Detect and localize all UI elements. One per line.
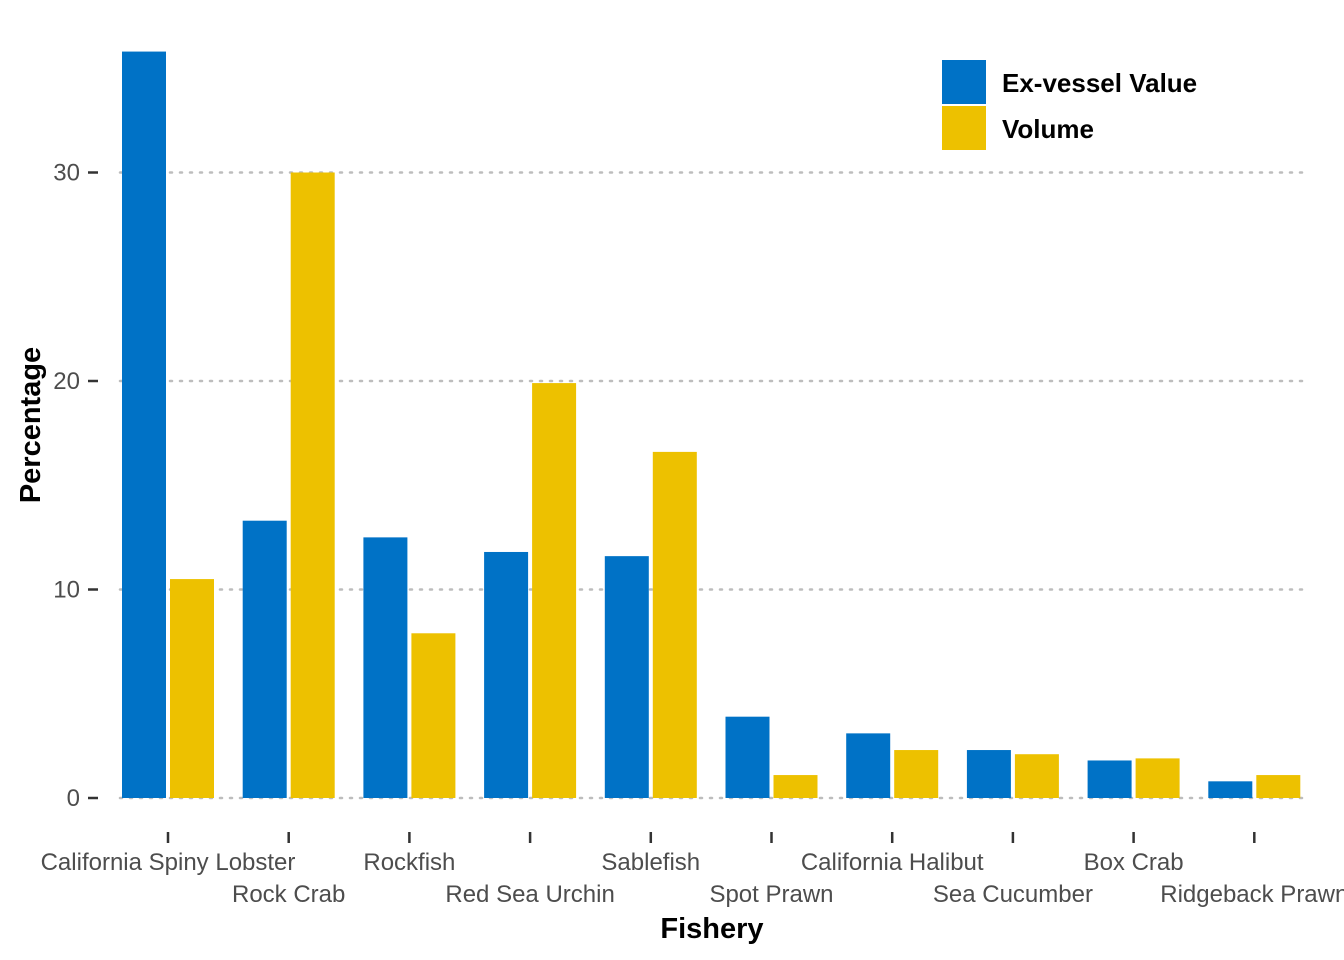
- bar-sablefish-volume: [652, 451, 697, 798]
- bar-sea-cucumber-volume: [1014, 754, 1059, 798]
- x-tick-label-sablefish: Sablefish: [601, 849, 700, 876]
- legend-label-volume: Volume: [1002, 114, 1094, 144]
- bar-box-crab-ex-vessel-value: [1087, 760, 1132, 798]
- bar-rockfish-volume: [411, 633, 456, 798]
- bar-ridgeback-prawn-ex-vessel-value: [1208, 781, 1253, 798]
- bar-ridgeback-prawn-volume: [1256, 775, 1301, 798]
- legend-swatch-ex-vessel-value: [942, 60, 986, 104]
- x-tick-label-california-halibut: California Halibut: [801, 849, 984, 876]
- legend-label-ex-vessel-value: Ex-vessel Value: [1002, 68, 1197, 98]
- bar-red-sea-urchin-volume: [532, 383, 577, 798]
- bar-spot-prawn-volume: [773, 775, 818, 798]
- x-tick-label-ridgeback-prawn: Ridgeback Prawn: [1160, 881, 1344, 908]
- x-tick-label-rock-crab: Rock Crab: [232, 881, 345, 908]
- x-tick-label-red-sea-urchin: Red Sea Urchin: [445, 881, 614, 908]
- legend: Ex-vessel Value Volume: [942, 60, 1197, 150]
- x-tick-label-spot-prawn: Spot Prawn: [709, 881, 833, 908]
- x-tick-label-sea-cucumber: Sea Cucumber: [933, 881, 1093, 908]
- x-axis-title: Fishery: [660, 913, 763, 945]
- y-tick-label-20: 20: [53, 368, 80, 395]
- y-axis-title: Percentage: [15, 347, 47, 503]
- bar-california-spiny-lobster-volume: [170, 579, 214, 798]
- bar-red-sea-urchin-ex-vessel-value: [484, 551, 529, 798]
- bar-sea-cucumber-ex-vessel-value: [966, 750, 1011, 798]
- bar-rock-crab-ex-vessel-value: [242, 520, 287, 798]
- y-axis: 0 10 20 30: [53, 160, 98, 812]
- y-tick-label-10: 10: [53, 577, 80, 604]
- bar-california-halibut-volume: [894, 750, 939, 798]
- bars: [122, 51, 1301, 798]
- bar-sablefish-ex-vessel-value: [604, 556, 649, 798]
- x-tick-label-california-spiny-lobster: California Spiny Lobster: [41, 849, 296, 876]
- x-tick-label-rockfish: Rockfish: [363, 849, 455, 876]
- x-tick-label-box-crab: Box Crab: [1084, 849, 1184, 876]
- bar-spot-prawn-ex-vessel-value: [725, 716, 770, 798]
- bar-california-spiny-lobster-ex-vessel-value: [122, 51, 166, 798]
- bar-rock-crab-volume: [290, 172, 335, 798]
- y-tick-label-30: 30: [53, 160, 80, 187]
- bar-rockfish-ex-vessel-value: [363, 537, 408, 798]
- bar-california-halibut-ex-vessel-value: [846, 733, 891, 798]
- bar-box-crab-volume: [1135, 758, 1180, 798]
- x-axis: California Spiny Lobster Rock Crab Rockfis…: [41, 832, 1344, 908]
- y-tick-label-0: 0: [67, 785, 80, 812]
- legend-swatch-volume: [942, 106, 986, 150]
